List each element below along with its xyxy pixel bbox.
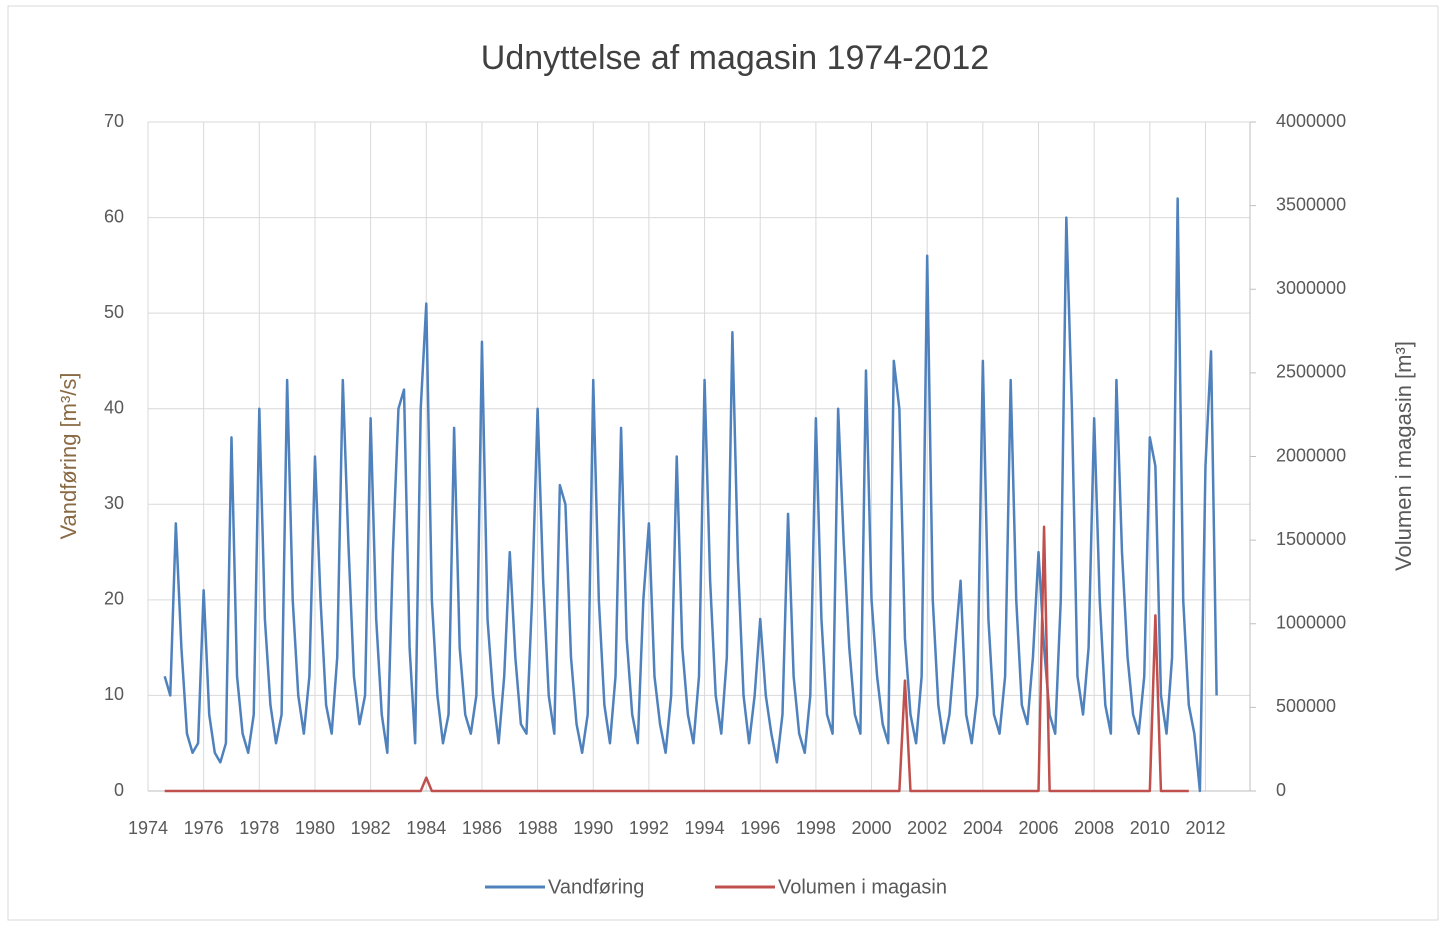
y-tick-label: 30: [104, 493, 124, 513]
x-tick-label: 1992: [629, 818, 669, 838]
y2-tick-label: 1500000: [1276, 529, 1346, 549]
x-tick-label: 2000: [852, 818, 892, 838]
x-tick-label: 2012: [1185, 818, 1225, 838]
y-tick-label: 70: [104, 111, 124, 131]
y-tick-label: 50: [104, 302, 124, 322]
x-tick-label: 1986: [462, 818, 502, 838]
x-tick-label: 2006: [1018, 818, 1058, 838]
y-tick-label: 20: [104, 589, 124, 609]
x-tick-label: 2002: [907, 818, 947, 838]
x-tick-label: 2004: [963, 818, 1003, 838]
x-tick-label: 1984: [406, 818, 446, 838]
x-tick-label: 1978: [239, 818, 279, 838]
y2-tick-label: 3000000: [1276, 278, 1346, 298]
y2-tick-label: 2500000: [1276, 362, 1346, 382]
y2-tick-label: 3500000: [1276, 194, 1346, 214]
y2-tick-label: 1000000: [1276, 613, 1346, 633]
y-axis-label: Vandføring [m³/s]: [56, 372, 81, 539]
x-tick-label: 1988: [518, 818, 558, 838]
x-tick-label: 1976: [184, 818, 224, 838]
x-tick-label: 1980: [295, 818, 335, 838]
x-tick-label: 1996: [740, 818, 780, 838]
y-tick-label: 0: [114, 780, 124, 800]
y2-tick-label: 0: [1276, 780, 1286, 800]
x-tick-label: 2010: [1130, 818, 1170, 838]
x-tick-label: 1994: [685, 818, 725, 838]
legend-label: Volumen i magasin: [778, 876, 947, 898]
x-tick-label: 1990: [573, 818, 613, 838]
x-tick-label: 1974: [128, 818, 168, 838]
series-line: [164, 525, 1189, 793]
legend-label: Vandføring: [548, 876, 644, 898]
chart-frame: [7, 5, 1439, 921]
y-tick-label: 60: [104, 206, 124, 226]
x-tick-label: 1998: [796, 818, 836, 838]
y2-tick-label: 500000: [1276, 696, 1336, 716]
x-tick-label: 2008: [1074, 818, 1114, 838]
y2-tick-label: 2000000: [1276, 445, 1346, 465]
y-tick-label: 10: [104, 684, 124, 704]
y2-tick-label: 4000000: [1276, 111, 1346, 131]
chart-title: Udnyttelse af magasin 1974-2012: [481, 39, 989, 77]
y-tick-label: 40: [104, 397, 124, 417]
x-tick-label: 1982: [351, 818, 391, 838]
y2-axis-label: Volumen i magasin [m³]: [1391, 341, 1416, 571]
